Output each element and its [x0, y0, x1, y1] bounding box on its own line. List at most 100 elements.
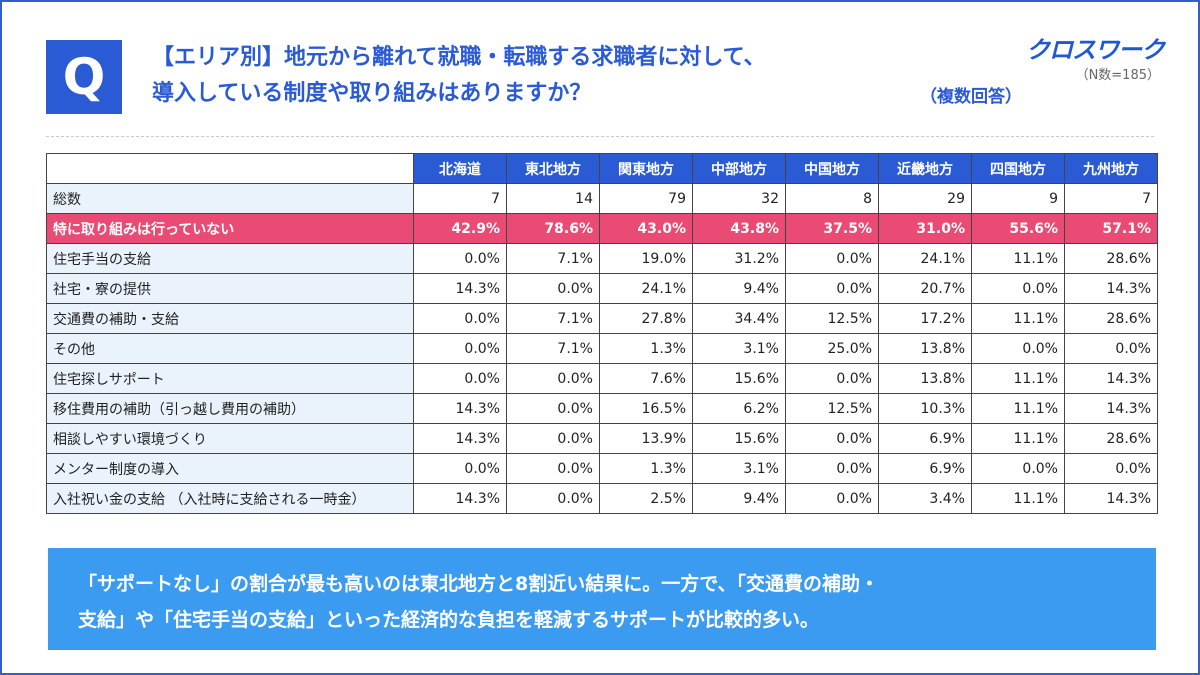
value-cell: 7.1% [506, 333, 600, 364]
value-cell: 11.1% [971, 393, 1065, 424]
value-cell: 20.7% [878, 273, 972, 304]
value-cell: 14.3% [413, 483, 507, 514]
value-cell: 0.0% [413, 363, 507, 394]
value-cell: 0.0% [785, 363, 879, 394]
value-cell: 24.1% [878, 243, 972, 274]
results-table: 北海道 東北地方 関東地方 中部地方 中国地方 近畿地方 四国地方 九州地方 総数 7 14 79… [46, 153, 1158, 514]
value-cell: 15.6% [692, 363, 786, 394]
value-cell: 0.0% [1064, 333, 1158, 364]
value-cell: 6.9% [878, 423, 972, 454]
value-cell: 8 [785, 183, 879, 214]
highlight-row: 特に取り組みは行っていない 42.9% 78.6% 43.0% 43.8% 37.5% 3… [46, 213, 1158, 244]
value-cell: 0.0% [506, 393, 600, 424]
value-cell: 27.8% [599, 303, 693, 334]
value-cell: 7.1% [506, 303, 600, 334]
value-cell: 14.3% [1064, 393, 1158, 424]
table-row: その他 0.0% 7.1% 1.3% 3.1% 25.0% 13.8% 0.0% 0.0% [46, 333, 1158, 364]
value-cell: 31.0% [878, 213, 972, 244]
value-cell: 14.3% [413, 423, 507, 454]
value-cell: 14.3% [1064, 273, 1158, 304]
value-cell: 43.8% [692, 213, 786, 244]
value-cell: 12.5% [785, 393, 879, 424]
value-cell: 31.2% [692, 243, 786, 274]
value-cell: 0.0% [506, 423, 600, 454]
summary-line-1: 「サポートなし」の割合が最も高いのは東北地方と8割近い結果に。一方で、「交通費の… [78, 573, 879, 595]
summary-line-2: 支給」や「住宅手当の支給」といった経済的な負担を軽減するサポートが比較的多い。 [78, 609, 820, 631]
sample-size: （N数=185） [1075, 68, 1160, 83]
value-cell: 9 [971, 183, 1065, 214]
table-row: 移住費用の補助（引っ越し費用の補助） 14.3% 0.0% 16.5% 6.2% 12.5… [46, 393, 1158, 424]
row-label: メンター制度の導入 [46, 453, 414, 484]
value-cell: 13.8% [878, 333, 972, 364]
row-label: 社宅・寮の提供 [46, 273, 414, 304]
value-cell: 0.0% [785, 453, 879, 484]
value-cell: 11.1% [971, 423, 1065, 454]
value-cell: 19.0% [599, 243, 693, 274]
value-cell: 3.4% [878, 483, 972, 514]
value-cell: 10.3% [878, 393, 972, 424]
question-title-line-2: 導入している制度や取り組みはありますか？ [152, 81, 592, 106]
column-header: 四国地方 [971, 153, 1065, 184]
value-cell: 14.3% [1064, 483, 1158, 514]
value-cell: 11.1% [971, 303, 1065, 334]
row-label: 相談しやすい環境づくり [46, 423, 414, 454]
value-cell: 17.2% [878, 303, 972, 334]
multiple-answer-note: （複数回答） [920, 87, 1022, 107]
value-cell: 0.0% [785, 243, 879, 274]
value-cell: 0.0% [1064, 453, 1158, 484]
value-cell: 28.6% [1064, 243, 1158, 274]
value-cell: 6.9% [878, 453, 972, 484]
value-cell: 11.1% [971, 363, 1065, 394]
value-cell: 28.6% [1064, 303, 1158, 334]
value-cell: 34.4% [692, 303, 786, 334]
value-cell: 0.0% [971, 333, 1065, 364]
value-cell: 32 [692, 183, 786, 214]
row-label: 住宅手当の支給 [46, 243, 414, 274]
value-cell: 14 [506, 183, 600, 214]
table-row: メンター制度の導入 0.0% 0.0% 1.3% 3.1% 0.0% 6.9% 0.0% 0.0… [46, 453, 1158, 484]
value-cell: 2.5% [599, 483, 693, 514]
column-header: 九州地方 [1064, 153, 1158, 184]
value-cell: 0.0% [506, 363, 600, 394]
column-header: 北海道 [413, 153, 507, 184]
value-cell: 3.1% [692, 453, 786, 484]
value-cell: 43.0% [599, 213, 693, 244]
table-header-row: 北海道 東北地方 関東地方 中部地方 中国地方 近畿地方 四国地方 九州地方 [46, 153, 1158, 184]
column-header: 中部地方 [692, 153, 786, 184]
value-cell: 13.8% [878, 363, 972, 394]
value-cell: 0.0% [413, 333, 507, 364]
value-cell: 7 [413, 183, 507, 214]
value-cell: 9.4% [692, 483, 786, 514]
brand-logo: クロスワーク [1026, 36, 1165, 64]
value-cell: 0.0% [413, 303, 507, 334]
row-label: その他 [46, 333, 414, 364]
value-cell: 12.5% [785, 303, 879, 334]
column-header: 中国地方 [785, 153, 879, 184]
value-cell: 0.0% [506, 453, 600, 484]
value-cell: 55.6% [971, 213, 1065, 244]
question-title-line-1: 【エリア別】地元から離れて就職・転職する求職者に対して、 [152, 45, 766, 70]
value-cell: 37.5% [785, 213, 879, 244]
value-cell: 9.4% [692, 273, 786, 304]
value-cell: 79 [599, 183, 693, 214]
table-row: 住宅探しサポート 0.0% 0.0% 7.6% 15.6% 0.0% 13.8% 11.1% 1… [46, 363, 1158, 394]
value-cell: 29 [878, 183, 972, 214]
row-label: 特に取り組みは行っていない [46, 213, 414, 244]
value-cell: 6.2% [692, 393, 786, 424]
value-cell: 14.3% [1064, 363, 1158, 394]
value-cell: 0.0% [785, 483, 879, 514]
value-cell: 7 [1064, 183, 1158, 214]
row-label: 入社祝い金の支給 （入社時に支給される一時金） [46, 483, 414, 514]
row-label: 住宅探しサポート [46, 363, 414, 394]
value-cell: 1.3% [599, 333, 693, 364]
row-label: 総数 [46, 183, 414, 214]
value-cell: 0.0% [971, 453, 1065, 484]
value-cell: 14.3% [413, 273, 507, 304]
dashed-divider [46, 136, 1154, 137]
value-cell: 0.0% [506, 273, 600, 304]
value-cell: 24.1% [599, 273, 693, 304]
column-header: 東北地方 [506, 153, 600, 184]
value-cell: 28.6% [1064, 423, 1158, 454]
value-cell: 7.6% [599, 363, 693, 394]
value-cell: 78.6% [506, 213, 600, 244]
